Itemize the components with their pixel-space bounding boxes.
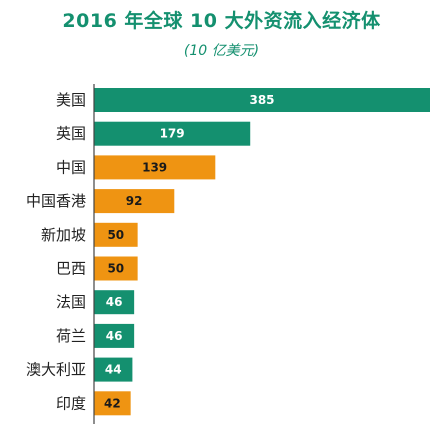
category-label: 法国 (56, 293, 86, 311)
data-label: 50 (107, 228, 124, 242)
category-label: 中国 (56, 158, 86, 176)
category-label: 英国 (56, 125, 86, 143)
bar (94, 88, 430, 112)
bar (94, 222, 138, 247)
bar (94, 357, 133, 382)
data-label: 44 (105, 363, 122, 377)
category-label: 荷兰 (56, 327, 86, 345)
bar (94, 323, 135, 348)
data-label: 385 (249, 93, 274, 107)
data-label: 139 (142, 160, 167, 174)
data-label: 179 (160, 127, 185, 141)
category-label: 美国 (56, 91, 86, 109)
chart-subtitle: (10 亿美元) (183, 43, 260, 59)
category-label: 印度 (56, 394, 86, 412)
bar (94, 121, 251, 146)
category-label: 澳大利亚 (26, 361, 86, 379)
category-label: 巴西 (56, 260, 86, 278)
data-label: 92 (126, 194, 143, 208)
data-label: 50 (107, 262, 124, 276)
bar (94, 155, 216, 180)
data-label: 42 (104, 396, 121, 410)
bar (94, 256, 138, 281)
data-label: 46 (106, 295, 123, 309)
data-label: 46 (106, 329, 123, 343)
chart-title: 2016 年全球 10 大外资流入经济体 (62, 10, 381, 32)
bar (94, 290, 135, 315)
category-label: 中国香港 (26, 192, 86, 210)
bar (94, 189, 175, 214)
category-label: 新加坡 (41, 226, 86, 244)
bar (94, 391, 131, 416)
